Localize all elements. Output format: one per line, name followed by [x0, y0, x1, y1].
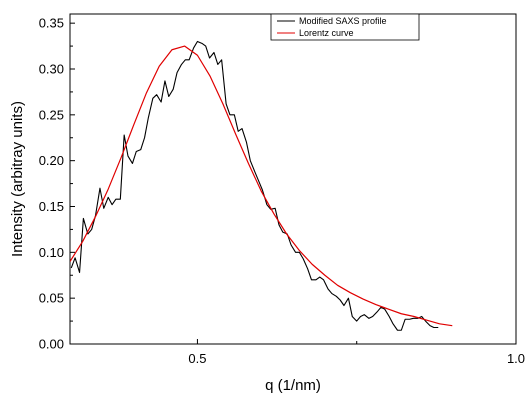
y-tick-label: 0.15 [39, 199, 64, 214]
plot-frame [69, 13, 517, 345]
series-line-lorentz [70, 45, 453, 327]
y-tick-label: 0.30 [39, 62, 64, 77]
legend-box [270, 13, 420, 41]
x-tick-label: 0.5 [188, 351, 206, 366]
y-axis-label: Intensity (arbitray units) [9, 101, 26, 257]
x-axis-label: q (1/nm) [265, 377, 321, 394]
y-tick-label: 0.35 [39, 16, 64, 31]
legend-label-lorentz: Lorentz curve [299, 28, 354, 38]
axis-ticks: 0.00 0.05 0.10 0.15 0.20 0.25 0.30 0.35 0.5 1.0 [39, 16, 525, 366]
series-line-saxs [70, 40, 439, 331]
y-tick-label: 0.10 [39, 245, 64, 260]
legend-label-saxs: Modified SAXS profile [299, 16, 387, 26]
x-tick-label: 1.0 [507, 351, 525, 366]
y-tick-label: 0.25 [39, 107, 64, 122]
plot-area: 0.00 0.05 0.10 0.15 0.20 0.25 0.30 0.35 0.5 1.0 [39, 13, 525, 366]
series-layer [70, 40, 453, 331]
y-tick-label: 0.00 [39, 337, 64, 352]
y-tick-label: 0.05 [39, 291, 64, 306]
y-tick-label: 0.20 [39, 153, 64, 168]
legend: Modified SAXS profile Lorentz curve [270, 13, 420, 41]
